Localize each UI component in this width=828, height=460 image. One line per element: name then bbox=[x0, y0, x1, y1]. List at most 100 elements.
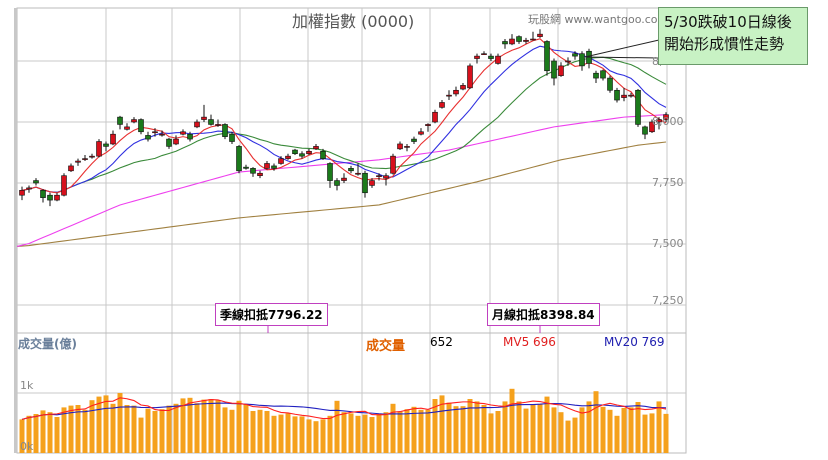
candle-up bbox=[313, 146, 319, 150]
volume-bar bbox=[243, 403, 249, 453]
candle-down bbox=[236, 146, 242, 172]
volume-bar bbox=[362, 414, 368, 453]
candle-up bbox=[180, 131, 186, 135]
volume-bar bbox=[488, 413, 494, 453]
candle-up bbox=[341, 177, 347, 181]
volume-bar bbox=[509, 388, 515, 453]
volume-bar bbox=[397, 411, 403, 453]
candle-up bbox=[649, 121, 655, 133]
volume-bar bbox=[460, 406, 466, 453]
volume-bar bbox=[607, 409, 613, 453]
candle-down bbox=[138, 119, 144, 133]
price-tick-7500: 7,500 bbox=[652, 237, 684, 250]
quarter-deduction-tag: 季線扣抵7796.22 bbox=[215, 303, 328, 326]
candle-down bbox=[572, 53, 578, 57]
candle-up bbox=[152, 131, 158, 134]
volume-value: 652 bbox=[430, 335, 453, 349]
candle-up bbox=[173, 138, 179, 145]
annotation-line-1: 5/30跌破10日線後 bbox=[664, 13, 792, 31]
volume-bar bbox=[348, 413, 354, 453]
candle-down bbox=[607, 77, 613, 91]
candle-up bbox=[495, 55, 501, 64]
volume-bar bbox=[26, 415, 32, 453]
candle-up bbox=[201, 116, 207, 120]
volume-bar bbox=[68, 405, 74, 453]
volume-bar bbox=[299, 416, 305, 453]
volume-bar bbox=[558, 412, 564, 453]
volume-bar bbox=[516, 401, 522, 453]
volume-bar bbox=[110, 403, 116, 453]
candle-up bbox=[425, 124, 431, 126]
volume-bar bbox=[264, 411, 270, 453]
volume-bar bbox=[61, 407, 67, 453]
candle-up bbox=[467, 65, 473, 89]
volume-bar bbox=[481, 405, 487, 453]
candle-down bbox=[320, 150, 326, 159]
candle-down bbox=[614, 89, 620, 101]
volume-bar bbox=[439, 395, 445, 453]
candle-up bbox=[537, 33, 543, 37]
volume-bar bbox=[432, 399, 438, 453]
volume-bar bbox=[572, 417, 578, 453]
candle-up bbox=[26, 187, 32, 190]
volume-mv5-line bbox=[21, 397, 667, 420]
candle-up bbox=[19, 190, 25, 196]
volume-bar bbox=[54, 417, 60, 453]
candle-down bbox=[299, 153, 305, 157]
candle-up bbox=[663, 114, 669, 120]
candle-down bbox=[187, 133, 193, 140]
candle-down bbox=[229, 133, 235, 142]
volume-tick-1k: 1k bbox=[20, 379, 34, 392]
volume-bar bbox=[187, 397, 193, 453]
volume-bar bbox=[117, 393, 123, 453]
volume-bar bbox=[19, 419, 25, 453]
candle-up bbox=[376, 175, 382, 177]
volume-bar bbox=[551, 407, 557, 453]
candle-up bbox=[131, 119, 137, 123]
candle-down bbox=[103, 143, 109, 147]
volume-bar bbox=[250, 411, 256, 453]
candle-down bbox=[502, 41, 508, 45]
volume-bar bbox=[138, 417, 144, 453]
callout-pointer-lower bbox=[584, 56, 660, 59]
candle-down bbox=[593, 72, 599, 79]
candle-up bbox=[215, 124, 221, 126]
volume-bar bbox=[600, 406, 606, 453]
candle-up bbox=[61, 175, 67, 196]
candle-up bbox=[278, 158, 284, 164]
volume-bar bbox=[334, 400, 340, 453]
candle-up bbox=[523, 39, 529, 42]
candle-down bbox=[145, 135, 151, 140]
volume-bar bbox=[215, 400, 221, 453]
candle-down bbox=[642, 126, 648, 135]
candle-up bbox=[656, 119, 662, 123]
candle-up bbox=[355, 172, 361, 175]
candle-up bbox=[565, 60, 571, 63]
volume-mv20: MV20 769 bbox=[604, 335, 665, 349]
volume-bar bbox=[565, 420, 571, 453]
candle-up bbox=[432, 111, 438, 123]
volume-bar bbox=[96, 396, 102, 453]
candle-up bbox=[509, 38, 515, 45]
volume-bar bbox=[425, 409, 431, 453]
chart-title: 加權指數 (0000) bbox=[292, 12, 415, 31]
volume-bar bbox=[369, 417, 375, 453]
candle-down bbox=[271, 165, 277, 169]
candle-down bbox=[348, 168, 354, 172]
volume-bar bbox=[495, 411, 501, 453]
candle-up bbox=[397, 143, 403, 150]
volume-bar bbox=[103, 395, 109, 453]
candle-up bbox=[89, 155, 95, 158]
volume-bar bbox=[229, 409, 235, 453]
candle-up bbox=[558, 65, 564, 76]
volume-bar bbox=[82, 409, 88, 453]
candle-up bbox=[474, 55, 480, 59]
volume-bar bbox=[306, 419, 312, 453]
candle-up bbox=[257, 172, 263, 176]
volume-bar bbox=[628, 407, 634, 453]
volume-bar bbox=[502, 401, 508, 453]
candle-up bbox=[383, 175, 389, 179]
volume-bar bbox=[145, 408, 151, 453]
volume-bar bbox=[222, 407, 228, 453]
volume-bar bbox=[201, 399, 207, 453]
